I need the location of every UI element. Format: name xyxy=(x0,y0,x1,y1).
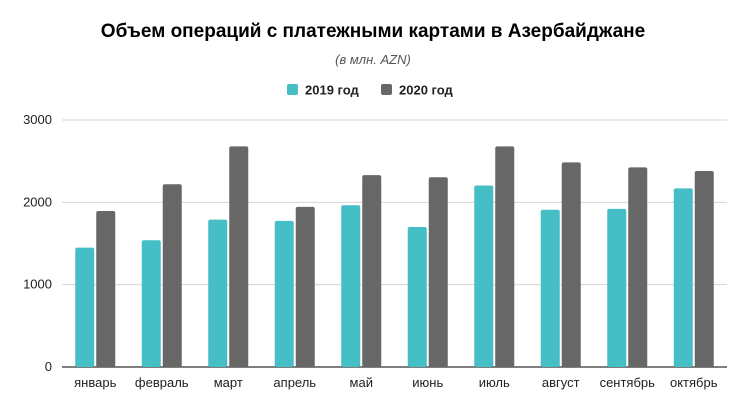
bar-2019-2 xyxy=(208,219,228,367)
bars xyxy=(75,146,714,367)
bar-2020-5 xyxy=(428,177,448,367)
legend-label-2019: 2019 год xyxy=(305,83,360,98)
bar-2019-7 xyxy=(540,209,560,367)
x-tick-label: апрель xyxy=(273,375,316,390)
y-axis: 0 1000 2000 3000 xyxy=(23,112,52,374)
bar-2019-1 xyxy=(141,240,161,367)
x-tick-label: октябрь xyxy=(670,375,718,390)
bar-2020-1 xyxy=(162,184,182,367)
bar-2020-3 xyxy=(295,206,315,367)
bar-2019-0 xyxy=(75,247,95,367)
bar-2020-8 xyxy=(628,167,648,367)
chart-title: Объем операций с платежными картами в Аз… xyxy=(100,21,646,42)
y-tick-label: 3000 xyxy=(23,112,52,127)
bar-2019-4 xyxy=(341,205,361,367)
y-tick-label: 1000 xyxy=(23,277,52,292)
x-tick-label: январь xyxy=(74,375,116,390)
legend-label-2020: 2020 год xyxy=(399,83,454,98)
bar-2020-2 xyxy=(229,146,249,367)
bar-2020-0 xyxy=(96,210,116,367)
y-tick-label: 0 xyxy=(45,359,52,374)
bar-2020-9 xyxy=(694,171,714,367)
bar-2020-4 xyxy=(362,175,382,367)
y-tick-label: 2000 xyxy=(23,194,52,209)
gridlines xyxy=(62,119,727,368)
legend-swatch-2019 xyxy=(287,84,298,95)
bar-2019-9 xyxy=(673,188,693,367)
bar-2020-7 xyxy=(561,162,581,367)
x-tick-label: март xyxy=(214,375,243,390)
bar-2020-6 xyxy=(495,146,515,367)
x-tick-label: сентябрь xyxy=(600,375,656,390)
x-tick-label: август xyxy=(542,375,580,390)
bar-2019-5 xyxy=(407,227,427,367)
legend: 2019 год 2020 год xyxy=(287,83,454,98)
x-tick-label: май xyxy=(350,375,373,390)
x-tick-label: июнь xyxy=(412,375,443,390)
chart-subtitle: (в млн. AZN) xyxy=(335,52,411,67)
bar-2019-8 xyxy=(607,208,627,367)
x-axis: январь февраль март апрель май июнь июль август… xyxy=(74,375,718,390)
bar-2019-3 xyxy=(274,220,294,367)
x-tick-label: февраль xyxy=(135,375,189,390)
legend-swatch-2020 xyxy=(381,84,392,95)
bar-2019-6 xyxy=(474,185,494,367)
x-tick-label: июль xyxy=(479,375,510,390)
